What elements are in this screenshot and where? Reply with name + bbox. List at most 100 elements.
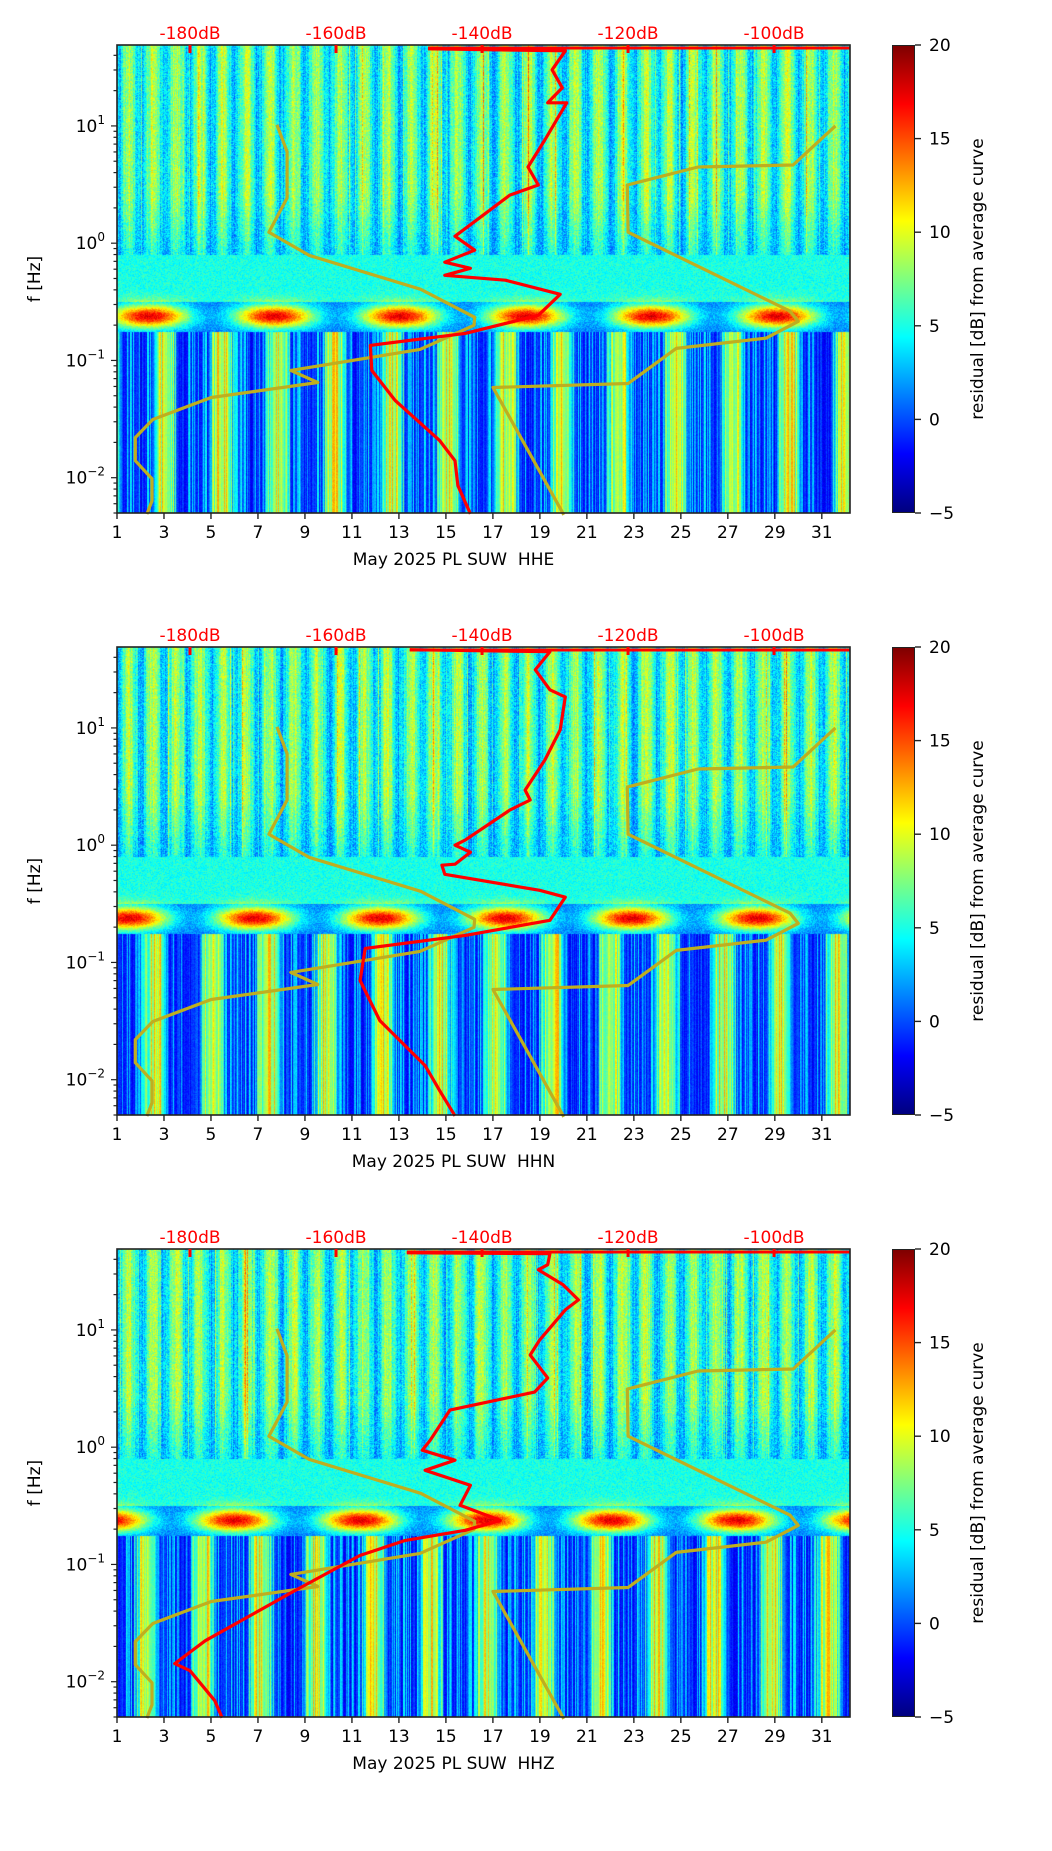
y-tick-label: 101: [76, 113, 105, 137]
x-tick-label: 25: [670, 523, 692, 543]
x-tick-label: 3: [159, 523, 170, 543]
x-tick-label: 27: [717, 523, 739, 543]
x-axis-label: May 2025 PL SUW HHN: [352, 1152, 555, 1172]
x-tick-label: 29: [764, 1727, 786, 1747]
x-tick-label: 15: [435, 1125, 457, 1145]
y-tick-label: 10−2: [66, 1067, 105, 1091]
colorbar-tick-label: 15: [929, 1334, 951, 1354]
spectrogram-image: [117, 1249, 850, 1717]
db-tick-label: -100dB: [744, 1228, 805, 1248]
x-tick-label: 21: [576, 523, 598, 543]
x-tick-label: 19: [529, 523, 551, 543]
plot-frame: [116, 1248, 851, 1718]
y-tick-label: 100: [76, 832, 105, 856]
db-tick-label: -160dB: [306, 24, 367, 44]
nlnm-curve: [133, 1328, 477, 1719]
colorbar-tick-label: 5: [929, 317, 940, 337]
colorbar-label: residual [dB] from average curve: [968, 740, 988, 1022]
x-tick-label: 1: [112, 1727, 123, 1747]
x-tick-label: 3: [159, 1727, 170, 1747]
colorbar-label: residual [dB] from average curve: [968, 138, 988, 420]
colorbar-tick-label: 10: [929, 1427, 951, 1447]
nhnm-curve: [491, 726, 837, 1118]
x-tick-label: 1: [112, 1125, 123, 1145]
db-tick-label: -100dB: [744, 24, 805, 44]
db-tick-label: -140dB: [452, 626, 513, 646]
colorbar-tick-label: 20: [929, 36, 951, 56]
y-axis-label: f [Hz]: [25, 1460, 45, 1506]
db-tick-label: -120dB: [598, 626, 659, 646]
x-tick-label: 31: [811, 1727, 833, 1747]
x-tick-label: 5: [206, 523, 217, 543]
x-tick-label: 1: [112, 523, 123, 543]
y-tick-label: 101: [76, 715, 105, 739]
y-tick-label: 101: [76, 1317, 105, 1341]
x-tick-label: 13: [388, 523, 410, 543]
colorbar-tick-label: −5: [929, 504, 954, 524]
x-tick-label: 21: [576, 1125, 598, 1145]
x-tick-label: 13: [388, 1727, 410, 1747]
colorbar-tick-label: 20: [929, 1240, 951, 1260]
x-tick-label: 3: [159, 1125, 170, 1145]
x-tick-label: 19: [529, 1727, 551, 1747]
colorbar-tick-label: 10: [929, 825, 951, 845]
db-tick-label: -160dB: [306, 626, 367, 646]
x-tick-label: 19: [529, 1125, 551, 1145]
spectrogram-panel: 1 3 5 7 9 11 13 15 17 19 21 23 25 27 29 31 May 2025 PL S…: [0, 24, 1052, 647]
x-tick-label: 29: [764, 523, 786, 543]
x-tick-label: 23: [623, 1727, 645, 1747]
colorbar-tick-label: 0: [929, 1012, 940, 1032]
y-tick-label: 10−1: [66, 1551, 105, 1575]
colorbar-tick-label: 15: [929, 732, 951, 752]
y-tick-label: 10−1: [66, 347, 105, 371]
x-tick-label: 29: [764, 1125, 786, 1145]
x-tick-label: 7: [253, 1125, 264, 1145]
colorbar-tick-label: −5: [929, 1708, 954, 1728]
db-tick-label: -180dB: [159, 24, 220, 44]
x-tick-label: 25: [670, 1727, 692, 1747]
x-tick-label: 21: [576, 1727, 598, 1747]
x-tick-label: 15: [435, 523, 457, 543]
x-axis-label: May 2025 PL SUW HHE: [353, 550, 555, 570]
x-tick-label: 17: [482, 1125, 504, 1145]
y-tick-label: 100: [76, 230, 105, 254]
colorbar: [892, 45, 915, 513]
x-tick-label: 11: [341, 1125, 363, 1145]
colorbar-tick-label: 0: [929, 410, 940, 430]
colorbar-tick-label: 0: [929, 1614, 940, 1634]
db-tick-label: -160dB: [306, 1228, 367, 1248]
colorbar-tick-label: −5: [929, 1106, 954, 1126]
colorbar-tick-label: 15: [929, 130, 951, 150]
x-tick-label: 11: [341, 523, 363, 543]
x-axis-label: May 2025 PL SUW HHZ: [352, 1754, 554, 1774]
nlnm-curve: [133, 124, 477, 515]
y-tick-label: 10−2: [66, 465, 105, 489]
x-tick-label: 7: [253, 1727, 264, 1747]
spectrogram-panel: 1 3 5 7 9 11 13 15 17 19 21 23 25 27 29 31 May 2025 PL S…: [0, 626, 1052, 1249]
y-tick-label: 10−1: [66, 949, 105, 973]
colorbar-tick-label: 10: [929, 223, 951, 243]
y-tick-label: 100: [76, 1434, 105, 1458]
y-axis-label: f [Hz]: [25, 256, 45, 302]
x-tick-label: 15: [435, 1727, 457, 1747]
nhnm-curve: [491, 1328, 837, 1720]
x-tick-label: 25: [670, 1125, 692, 1145]
x-tick-label: 17: [482, 1727, 504, 1747]
average-psd-curve: [173, 1251, 581, 1719]
y-tick-label: 10−2: [66, 1669, 105, 1693]
db-tick-label: -100dB: [744, 626, 805, 646]
colorbar: [892, 1249, 915, 1717]
colorbar-tick-label: 5: [929, 919, 940, 939]
x-tick-label: 23: [623, 1125, 645, 1145]
db-tick-label: -180dB: [159, 1228, 220, 1248]
x-tick-label: 27: [717, 1727, 739, 1747]
x-tick-label: 9: [300, 1125, 311, 1145]
x-tick-label: 5: [206, 1727, 217, 1747]
colorbar-label: residual [dB] from average curve: [968, 1342, 988, 1624]
db-tick-label: -180dB: [159, 626, 220, 646]
x-tick-label: 17: [482, 523, 504, 543]
x-tick-label: 31: [811, 1125, 833, 1145]
